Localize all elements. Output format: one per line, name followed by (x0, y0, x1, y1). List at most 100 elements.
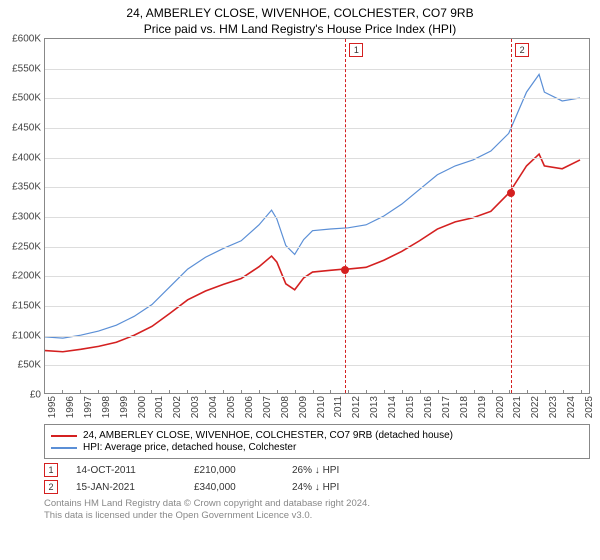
x-axis-label: 2003 (190, 396, 201, 418)
sale-price: £340,000 (194, 482, 274, 493)
x-tick (313, 390, 314, 394)
x-tick (420, 390, 421, 394)
x-tick (134, 390, 135, 394)
x-tick (241, 390, 242, 394)
x-tick (62, 390, 63, 394)
x-axis-label: 2018 (459, 396, 470, 418)
x-axis-label: 2006 (244, 396, 255, 418)
y-axis-label: £500K (12, 93, 45, 104)
x-axis-label: 2004 (208, 396, 219, 418)
y-axis-label: £550K (12, 63, 45, 74)
license-line: This data is licensed under the Open Gov… (44, 510, 590, 522)
legend-item: 24, AMBERLEY CLOSE, WIVENHOE, COLCHESTER… (51, 430, 583, 441)
y-axis-label: £150K (12, 301, 45, 312)
x-axis-label: 2019 (477, 396, 488, 418)
y-axis-label: £300K (12, 212, 45, 223)
legend-swatch (51, 447, 77, 449)
x-axis-label: 2021 (512, 396, 523, 418)
sale-hpi: 24% ↓ HPI (292, 482, 372, 493)
x-axis-label: 2009 (298, 396, 309, 418)
x-axis-label: 1999 (119, 396, 130, 418)
x-axis-label: 2020 (495, 396, 506, 418)
x-axis-label: 2010 (316, 396, 327, 418)
marker-dot (341, 266, 349, 274)
page-subtitle: Price paid vs. HM Land Registry's House … (0, 22, 600, 36)
grid-line (45, 306, 589, 307)
y-axis-label: £250K (12, 241, 45, 252)
marker-box: 2 (515, 43, 529, 57)
x-tick (474, 390, 475, 394)
line-svg (45, 39, 589, 393)
sale-row: 1 14-OCT-2011 £210,000 26% ↓ HPI (44, 463, 590, 477)
x-tick (187, 390, 188, 394)
y-axis-label: £400K (12, 152, 45, 163)
x-tick (44, 390, 45, 394)
x-axis-label: 2015 (405, 396, 416, 418)
sale-hpi: 26% ↓ HPI (292, 465, 372, 476)
sale-marker-box: 1 (44, 463, 58, 477)
grid-line (45, 187, 589, 188)
legend-label: 24, AMBERLEY CLOSE, WIVENHOE, COLCHESTER… (83, 430, 453, 441)
x-tick (563, 390, 564, 394)
y-axis-label: £600K (12, 34, 45, 45)
x-axis-label: 1995 (47, 396, 58, 418)
x-axis-label: 2022 (530, 396, 541, 418)
x-axis-label: 2016 (423, 396, 434, 418)
y-axis-label: £450K (12, 123, 45, 134)
legend-item: HPI: Average price, detached house, Colc… (51, 442, 583, 453)
y-axis-label: £100K (12, 330, 45, 341)
legend: 24, AMBERLEY CLOSE, WIVENHOE, COLCHESTER… (44, 424, 590, 459)
sale-date: 15-JAN-2021 (76, 482, 176, 493)
sale-price: £210,000 (194, 465, 274, 476)
series-hpi (45, 74, 580, 338)
x-axis-label: 2012 (351, 396, 362, 418)
legend-swatch (51, 435, 77, 437)
x-axis-label: 2025 (584, 396, 595, 418)
x-tick (80, 390, 81, 394)
x-tick (581, 390, 582, 394)
x-axis-label: 2005 (226, 396, 237, 418)
x-axis-label: 2007 (262, 396, 273, 418)
grid-line (45, 128, 589, 129)
x-tick (295, 390, 296, 394)
x-tick (277, 390, 278, 394)
page-title: 24, AMBERLEY CLOSE, WIVENHOE, COLCHESTER… (0, 6, 600, 20)
x-tick (223, 390, 224, 394)
x-tick (151, 390, 152, 394)
x-axis-label: 2014 (387, 396, 398, 418)
x-axis-label: 1996 (65, 396, 76, 418)
x-axis-label: 2008 (280, 396, 291, 418)
grid-line (45, 69, 589, 70)
x-tick (330, 390, 331, 394)
x-tick (98, 390, 99, 394)
chart: £0£50K£100K£150K£200K£250K£300K£350K£400… (44, 38, 590, 418)
x-tick (527, 390, 528, 394)
sale-marker-box: 2 (44, 480, 58, 494)
x-tick (366, 390, 367, 394)
sale-date: 14-OCT-2011 (76, 465, 176, 476)
grid-line (45, 158, 589, 159)
x-axis-label: 2000 (137, 396, 148, 418)
marker-line (511, 39, 512, 393)
x-axis-label: 2001 (154, 396, 165, 418)
x-axis-label: 2013 (369, 396, 380, 418)
x-tick (456, 390, 457, 394)
x-tick (348, 390, 349, 394)
x-tick (492, 390, 493, 394)
license-text: Contains HM Land Registry data © Crown c… (44, 498, 590, 523)
x-tick (169, 390, 170, 394)
grid-line (45, 247, 589, 248)
marker-box: 1 (349, 43, 363, 57)
x-tick (205, 390, 206, 394)
y-axis-label: £0 (30, 390, 45, 401)
legend-label: HPI: Average price, detached house, Colc… (83, 442, 296, 453)
y-axis-label: £350K (12, 182, 45, 193)
marker-dot (507, 189, 515, 197)
x-axis-label: 2002 (172, 396, 183, 418)
x-tick (438, 390, 439, 394)
x-axis-label: 2017 (441, 396, 452, 418)
y-axis-label: £50K (18, 360, 45, 371)
grid-line (45, 336, 589, 337)
x-tick (384, 390, 385, 394)
grid-line (45, 365, 589, 366)
